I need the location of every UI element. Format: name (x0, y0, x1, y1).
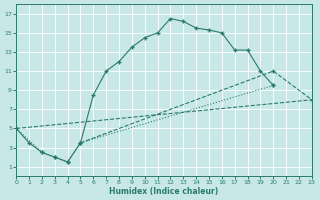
X-axis label: Humidex (Indice chaleur): Humidex (Indice chaleur) (109, 187, 219, 196)
